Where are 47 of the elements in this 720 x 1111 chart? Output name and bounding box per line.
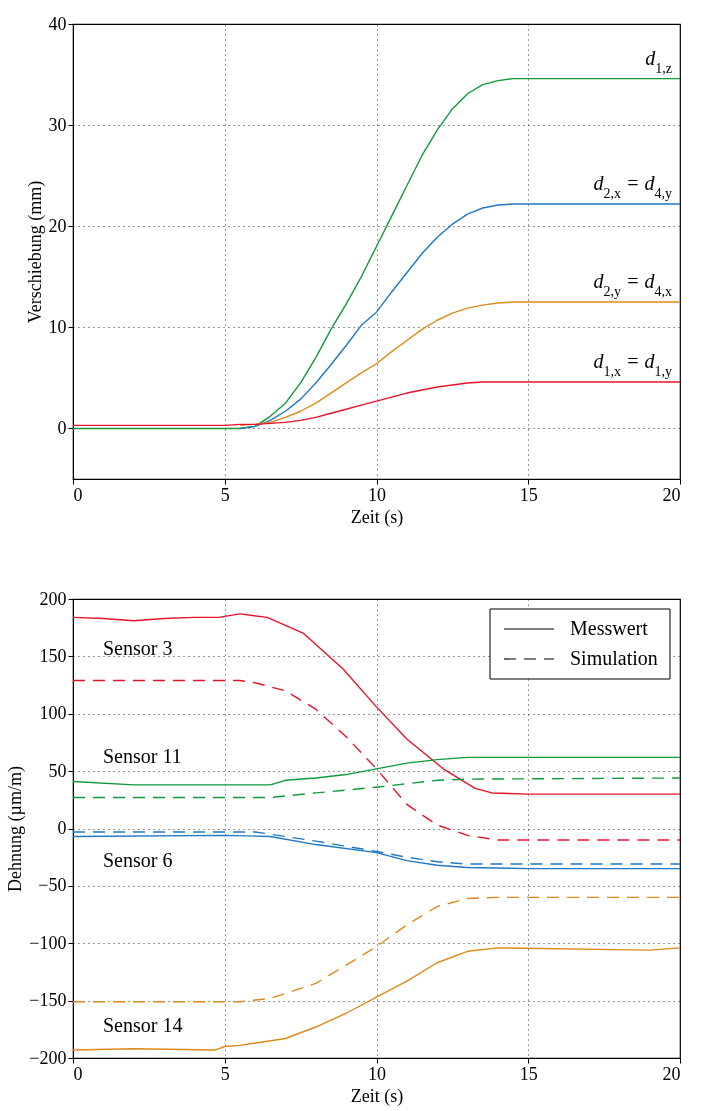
annotation: Messwert: [570, 617, 649, 639]
annotation: Simulation: [570, 647, 658, 669]
series-label: Sensor 14: [103, 1013, 183, 1036]
y-tick-label: 10: [48, 316, 67, 337]
y-tick-label: 150: [39, 645, 67, 666]
x-axis-title: Zeit (s): [350, 506, 404, 528]
x-tick-label: 0: [73, 484, 83, 505]
line-series: [72, 381, 681, 427]
series-label: Sensor 6: [103, 848, 173, 871]
y-axis-title: Verschiebung (mm): [24, 180, 46, 324]
line-series: [72, 896, 681, 1003]
y-tick-label: 40: [48, 13, 67, 34]
series-label: Sensor 3: [103, 636, 173, 659]
x-tick-label: 15: [519, 484, 538, 505]
x-tick-label: 0: [73, 1063, 83, 1084]
y-tick-label: −100: [29, 932, 67, 953]
line-series: [72, 947, 681, 1051]
x-axis-title: Zeit (s): [350, 1085, 404, 1107]
y-tick-label: 0: [57, 818, 67, 838]
x-tick-label: 10: [368, 484, 386, 505]
y-tick-label: −150: [29, 990, 67, 1011]
x-tick-label: 5: [220, 1063, 230, 1084]
y-tick-label: 50: [48, 760, 67, 781]
y-axis-title: Dehnung (µm/m): [5, 766, 27, 892]
y-tick-label: −50: [38, 875, 67, 896]
y-tick-label: 20: [48, 215, 67, 236]
line-series: [72, 77, 681, 430]
y-tick-label: 30: [48, 114, 67, 135]
line-series: [72, 777, 681, 799]
y-tick-label: 200: [39, 588, 67, 609]
y-tick-label: 100: [39, 703, 67, 724]
x-tick-label: 20: [662, 1063, 681, 1084]
series-label: d$_{2,y}$ = d$_{4,x}$: [593, 270, 672, 299]
series-label: Sensor 11: [103, 745, 182, 768]
line-series: [239, 203, 681, 430]
line-series: [239, 301, 681, 427]
x-tick-label: 10: [368, 1063, 386, 1084]
y-tick-label: 0: [57, 417, 67, 438]
y-tick-label: −200: [29, 1047, 67, 1068]
line-series: [72, 679, 681, 841]
series-label: d$_{1,z}$: [645, 46, 672, 76]
line-series: [72, 613, 681, 795]
x-tick-label: 5: [220, 484, 230, 505]
x-tick-label: 20: [662, 484, 681, 505]
series-label: d$_{1,x}$ = d$_{1,y}$: [593, 349, 672, 379]
series-label: d$_{2,x}$ = d$_{4,y}$: [593, 171, 672, 201]
x-tick-label: 15: [519, 1063, 538, 1084]
